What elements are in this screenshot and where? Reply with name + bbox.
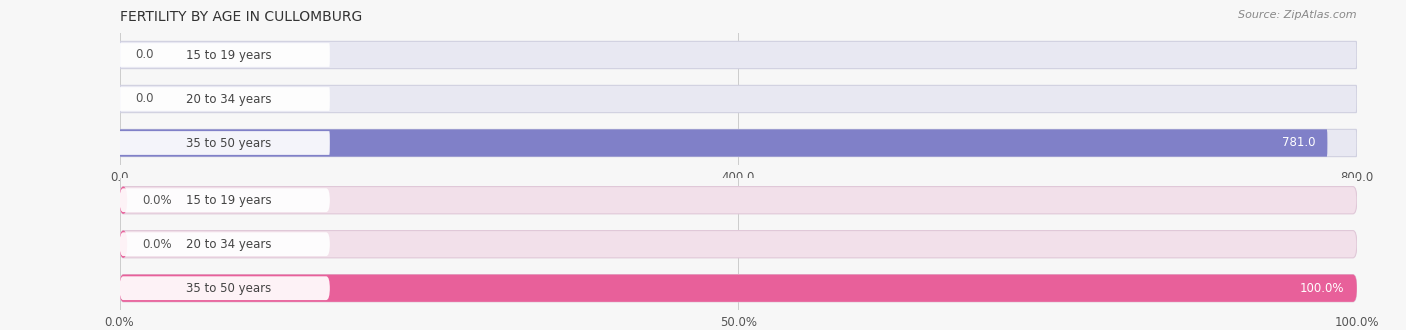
Text: Source: ZipAtlas.com: Source: ZipAtlas.com bbox=[1239, 10, 1357, 20]
Text: 0.0: 0.0 bbox=[135, 92, 153, 106]
Text: 15 to 19 years: 15 to 19 years bbox=[186, 49, 271, 61]
FancyBboxPatch shape bbox=[120, 231, 1357, 258]
FancyBboxPatch shape bbox=[120, 275, 1357, 302]
Text: 0.0: 0.0 bbox=[135, 49, 153, 61]
FancyBboxPatch shape bbox=[120, 186, 1357, 214]
FancyBboxPatch shape bbox=[120, 231, 127, 258]
Text: 0.0%: 0.0% bbox=[142, 238, 172, 251]
Text: 15 to 19 years: 15 to 19 years bbox=[186, 194, 271, 207]
Text: 35 to 50 years: 35 to 50 years bbox=[186, 282, 271, 295]
FancyBboxPatch shape bbox=[120, 131, 330, 155]
FancyBboxPatch shape bbox=[120, 85, 1357, 113]
FancyBboxPatch shape bbox=[120, 275, 1357, 302]
FancyBboxPatch shape bbox=[120, 87, 330, 111]
Text: 781.0: 781.0 bbox=[1281, 137, 1315, 149]
Text: 20 to 34 years: 20 to 34 years bbox=[186, 238, 271, 251]
Text: 35 to 50 years: 35 to 50 years bbox=[186, 137, 271, 149]
FancyBboxPatch shape bbox=[120, 232, 330, 256]
FancyBboxPatch shape bbox=[120, 129, 1327, 157]
FancyBboxPatch shape bbox=[120, 129, 1357, 157]
Text: 0.0%: 0.0% bbox=[142, 194, 172, 207]
Text: 20 to 34 years: 20 to 34 years bbox=[186, 92, 271, 106]
FancyBboxPatch shape bbox=[120, 41, 1357, 69]
Text: 100.0%: 100.0% bbox=[1301, 282, 1344, 295]
FancyBboxPatch shape bbox=[120, 276, 330, 300]
FancyBboxPatch shape bbox=[120, 43, 330, 67]
Text: FERTILITY BY AGE IN CULLOMBURG: FERTILITY BY AGE IN CULLOMBURG bbox=[120, 10, 361, 24]
FancyBboxPatch shape bbox=[120, 188, 330, 212]
FancyBboxPatch shape bbox=[120, 186, 127, 214]
